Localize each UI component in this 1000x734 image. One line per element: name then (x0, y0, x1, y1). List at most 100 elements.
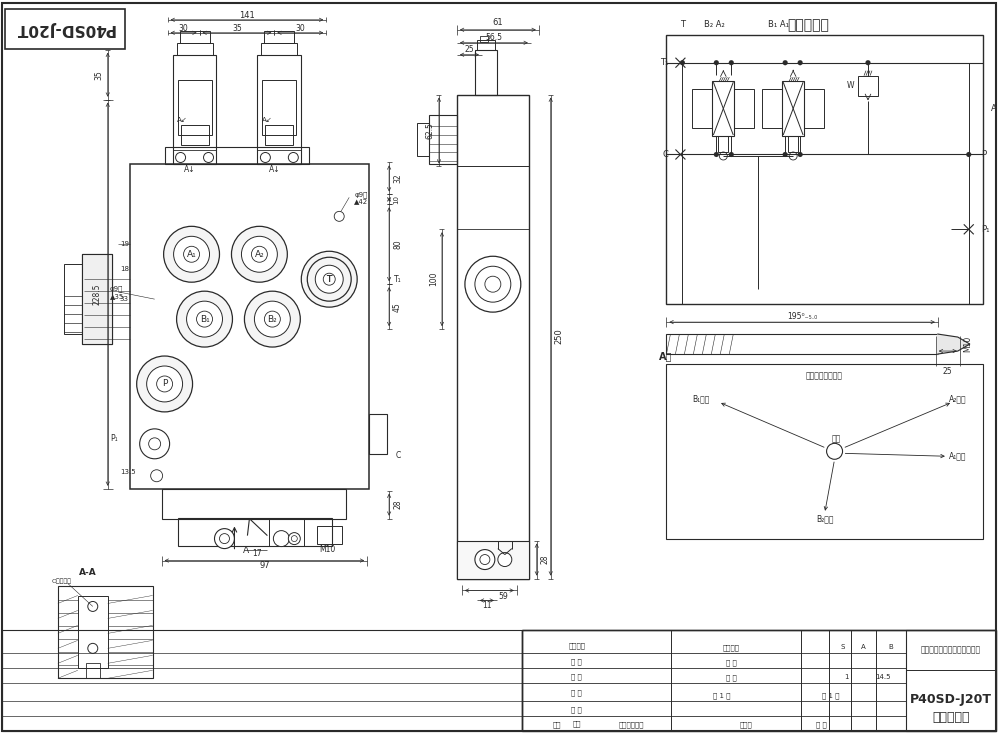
Text: 共 1 数: 共 1 数 (713, 692, 730, 699)
Bar (734, 89, 754, 128)
Circle shape (149, 438, 161, 450)
Bar (265, 125, 293, 145)
Text: 59: 59 (498, 592, 508, 601)
Text: 61: 61 (493, 18, 503, 27)
Circle shape (498, 553, 512, 567)
Bar (906, 631, 996, 731)
Circle shape (291, 536, 297, 542)
Circle shape (204, 153, 214, 162)
Text: ▲42: ▲42 (354, 198, 368, 204)
Text: 标记: 标记 (552, 722, 561, 728)
Circle shape (827, 443, 843, 459)
Text: A: A (861, 644, 865, 650)
Text: 250: 250 (555, 329, 564, 344)
Text: 28: 28 (541, 555, 550, 564)
Text: P40SD-J20T: P40SD-J20T (910, 693, 992, 705)
Bar (788, 136, 798, 152)
Text: 13.5: 13.5 (120, 469, 135, 475)
Text: B: B (889, 644, 893, 650)
Circle shape (241, 236, 277, 272)
Text: 35: 35 (95, 70, 104, 79)
Text: 比 例: 比 例 (726, 674, 737, 680)
Text: 制 图: 制 图 (571, 689, 582, 696)
Bar (165, 147, 309, 164)
Bar (522, 631, 996, 731)
Bar (804, 89, 824, 128)
Text: 141: 141 (239, 11, 255, 21)
Circle shape (88, 644, 98, 653)
Text: T: T (327, 275, 332, 284)
Bar (262, 80, 296, 134)
Text: B₁ A₁: B₁ A₁ (768, 21, 789, 29)
Text: A↓: A↓ (184, 165, 195, 174)
Bar (369, 414, 387, 454)
Text: T₁: T₁ (394, 275, 402, 284)
Bar (78, 597, 108, 668)
Circle shape (475, 550, 495, 570)
Bar (475, 50, 497, 95)
Text: 手柄: 手柄 (832, 435, 841, 444)
Text: 62.5: 62.5 (426, 122, 435, 139)
Text: 56.5: 56.5 (485, 33, 502, 43)
Bar (58, 586, 153, 678)
Circle shape (288, 533, 300, 545)
Text: P: P (981, 150, 986, 159)
Circle shape (264, 311, 280, 327)
Text: 设 计: 设 计 (571, 706, 582, 713)
Text: A: A (242, 546, 249, 555)
Bar (178, 517, 332, 545)
Text: A₂: A₂ (255, 250, 264, 259)
Text: 工艺检查: 工艺检查 (568, 642, 585, 649)
Circle shape (966, 152, 971, 157)
Text: 30: 30 (179, 24, 188, 33)
Text: 25: 25 (464, 46, 474, 54)
Text: B₁出油: B₁出油 (693, 394, 710, 404)
Circle shape (288, 153, 298, 162)
Circle shape (680, 60, 685, 65)
Text: A↙: A↙ (262, 117, 273, 123)
Text: 45: 45 (393, 302, 402, 311)
Text: A₁出油: A₁出油 (949, 452, 967, 461)
Bar (82, 254, 112, 344)
Bar (180, 31, 210, 43)
Bar (477, 40, 495, 50)
Bar (269, 517, 304, 545)
Text: 更改内容摘要: 更改内容摘要 (619, 722, 644, 728)
Circle shape (177, 291, 232, 347)
Text: 228.5: 228.5 (92, 283, 101, 305)
Circle shape (307, 257, 351, 301)
Text: C: C (396, 451, 401, 460)
Circle shape (323, 273, 335, 286)
Circle shape (321, 272, 337, 287)
Circle shape (729, 152, 734, 157)
Circle shape (215, 528, 234, 548)
Text: 数 量: 数 量 (726, 659, 737, 666)
Circle shape (231, 226, 287, 282)
Text: A₂出油: A₂出油 (949, 394, 967, 404)
Bar (130, 164, 369, 489)
Text: T: T (680, 21, 685, 29)
Text: M10: M10 (963, 336, 972, 352)
Bar (429, 115, 457, 164)
Circle shape (219, 534, 229, 544)
Text: 批 准: 批 准 (816, 722, 826, 728)
Text: O型密封圈: O型密封圈 (52, 578, 72, 584)
Text: 30: 30 (295, 24, 305, 33)
Text: φ9孔: φ9孔 (354, 191, 368, 197)
Text: 32: 32 (393, 174, 402, 184)
Bar (177, 43, 213, 55)
Bar (457, 541, 529, 578)
Circle shape (315, 265, 343, 293)
Circle shape (798, 60, 803, 65)
Bar (762, 89, 782, 128)
Text: 80: 80 (393, 239, 402, 249)
Bar (162, 489, 346, 519)
Circle shape (714, 152, 719, 157)
Circle shape (164, 226, 219, 282)
Text: A向: A向 (658, 351, 672, 361)
Text: 28: 28 (393, 500, 402, 509)
Circle shape (783, 152, 788, 157)
Polygon shape (938, 334, 970, 354)
Text: 18: 18 (120, 266, 129, 272)
Text: 1: 1 (844, 675, 848, 680)
